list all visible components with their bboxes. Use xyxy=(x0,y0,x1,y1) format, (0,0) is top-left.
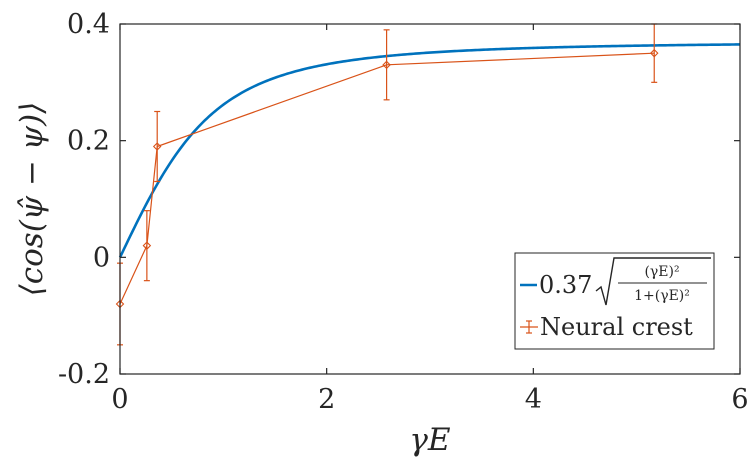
legend-fit-denominator: 1+(γE)² xyxy=(634,288,690,304)
legend-fit-coefficient: 0.37 xyxy=(539,271,592,299)
y-tick-label: 0.4 xyxy=(67,9,110,40)
y-tick-label: -0.2 xyxy=(58,359,110,390)
legend-box xyxy=(514,252,715,350)
data-point-marker xyxy=(142,241,152,250)
y-tick-label: 0 xyxy=(93,242,110,273)
x-tick-label: 2 xyxy=(318,384,335,415)
legend-sqrt-symbol xyxy=(595,257,711,306)
legend-fit-numerator: (γE)² xyxy=(644,264,679,280)
x-tick-label: 0 xyxy=(111,384,128,415)
y-tick-label: 0.2 xyxy=(67,126,110,157)
x-tick-label: 4 xyxy=(525,384,542,415)
x-axis-label: γE xyxy=(409,422,451,457)
legend-data-swatch xyxy=(520,320,538,334)
plot-axes-box xyxy=(119,23,741,375)
axis-ticks: 0 2 4 6-0.200.20.4 xyxy=(58,9,749,415)
data-point-marker xyxy=(152,142,162,151)
legend-data-label: Neural crest xyxy=(540,313,693,341)
fit-curve-line xyxy=(118,43,741,258)
data-point-marker xyxy=(382,60,391,70)
legend: 0.37 (γE)² 1+(γE)² Neural crest xyxy=(514,252,715,350)
data-point-marker xyxy=(649,48,659,58)
y-axis-label: ⟨cos(ψ̂ − ψ)⟩ xyxy=(14,102,50,297)
x-tick-label: 6 xyxy=(731,384,748,415)
